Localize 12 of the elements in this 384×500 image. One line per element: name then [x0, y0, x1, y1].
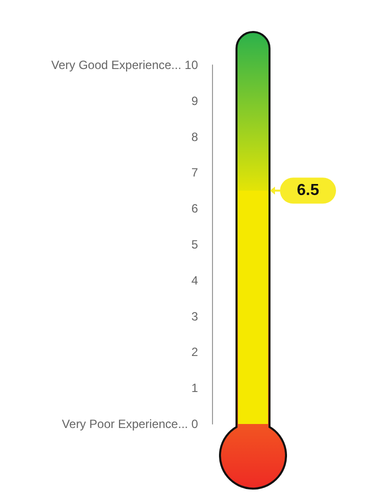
y-tick-label: 4 [191, 273, 198, 288]
y-tick-label: Very Good Experience... 10 [51, 58, 198, 72]
y-tick-label: 5 [191, 238, 198, 252]
y-tick-label: 2 [191, 345, 198, 360]
y-tick-label: Very Poor Experience... 0 [62, 417, 198, 431]
y-tick-label: 1 [191, 381, 198, 396]
data-label: 6.5 [296, 182, 320, 200]
y-tick-label: 3 [191, 309, 198, 324]
y-tick-label: 6 [191, 202, 198, 216]
y-tick-label: 7 [191, 166, 198, 180]
y-tick-label: 9 [191, 94, 198, 108]
y-tick-label: 8 [191, 130, 198, 144]
